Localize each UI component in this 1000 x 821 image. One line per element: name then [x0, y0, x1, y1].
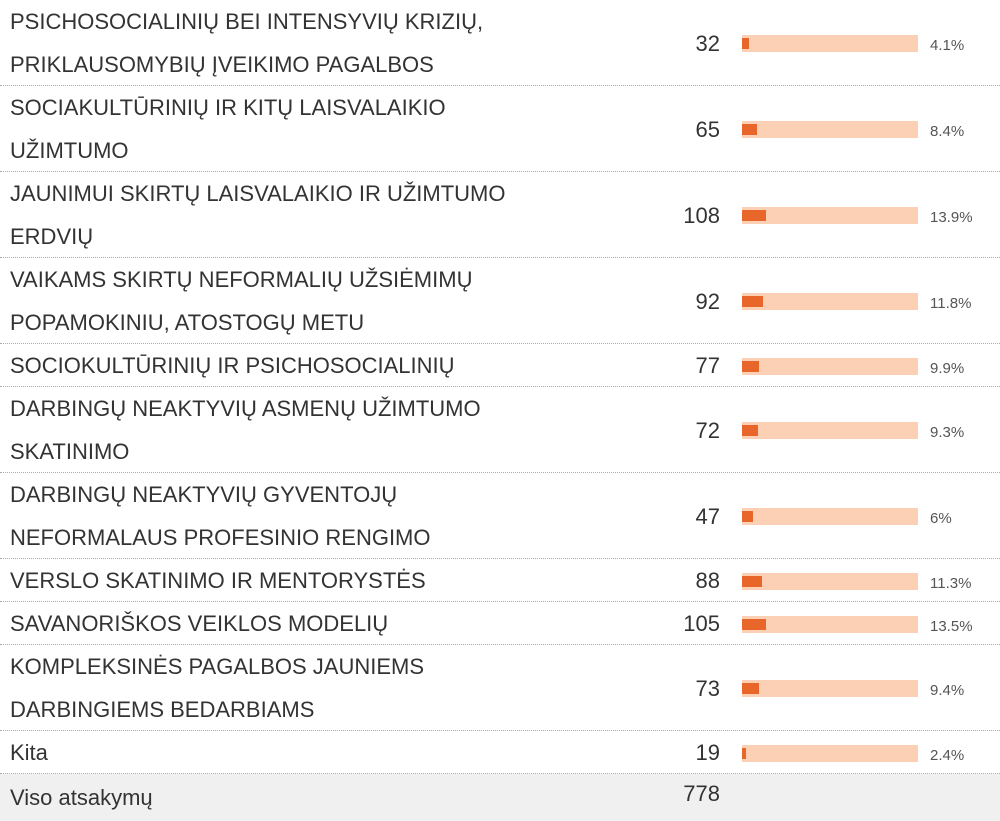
label-line: PSICHOSOCIALINIŲ BEI INTENSYVIŲ KRIZIŲ,: [10, 9, 484, 34]
percent-label: 9.3%: [930, 424, 965, 441]
label-line: UŽIMTUMO: [10, 138, 129, 163]
label-line: ERDVIŲ: [10, 224, 94, 249]
bar: [742, 210, 767, 221]
bar-track: [742, 121, 918, 138]
label-line: DARBINGŲ NEAKTYVIŲ GYVENTOJŲ: [10, 482, 398, 507]
percent-label: 9.9%: [930, 359, 965, 377]
label-line: SAVANORIŠKOS VEIKLOS MODELIŲ: [10, 611, 389, 636]
label-line: PRIKLAUSOMYBIŲ ĮVEIKIMO PAGALBOS: [10, 52, 434, 77]
percent-label: 8.4%: [930, 123, 965, 140]
bar-track: [742, 615, 918, 633]
result-row: KOMPLEKSINĖS PAGALBOS JAUNIEMS DARBINGIEM…: [0, 645, 1000, 731]
label-line: JAUNIMUI SKIRTŲ LAISVALAIKIO IR UŽIMTUMO: [10, 181, 506, 206]
percent-label: 6%: [930, 510, 952, 527]
result-row: VAIKAMS SKIRTŲ NEFORMALIŲ UŽSIĖMIMŲ POPAM…: [0, 258, 1000, 344]
percent-label: 4.1%: [930, 37, 965, 54]
bar: [742, 575, 762, 587]
result-row: VERSLO SKATINIMO IR MENTORYSTĖS 88 11.3%: [0, 559, 1000, 602]
option-label: DARBINGŲ NEAKTYVIŲ ASMENŲ UŽIMTUMO SKATIN…: [10, 387, 481, 473]
answer-count: 88: [695, 568, 720, 593]
bar-track: [742, 35, 918, 52]
bar: [742, 360, 760, 372]
bar-track: [742, 293, 918, 310]
percent-label: 9.4%: [930, 682, 965, 699]
option-label: SAVANORIŠKOS VEIKLOS MODELIŲ: [10, 602, 388, 645]
option-label: JAUNIMUI SKIRTŲ LAISVALAIKIO IR UŽIMTUMO…: [10, 172, 505, 258]
percent-label: 11.8%: [930, 295, 972, 312]
result-row: PSICHOSOCIALINIŲ BEI INTENSYVIŲ KRIZIŲ, P…: [0, 0, 1000, 86]
total-label: Viso atsakymų: [10, 785, 153, 810]
label-line: SKATINIMO: [10, 439, 130, 464]
result-row: DARBINGŲ NEAKTYVIŲ ASMENŲ UŽIMTUMO SKATIN…: [0, 387, 1000, 473]
label-line: SOCIAKULTŪRINIŲ IR KITŲ LAISVALAIKIO: [10, 95, 446, 120]
label-line: SOCIOKULTŪRINIŲ IR PSICHOSOCIALINIŲ: [10, 353, 455, 378]
bar: [742, 618, 766, 630]
percent-label: 11.3%: [930, 574, 972, 592]
bar-track: [742, 508, 918, 525]
answer-count: 73: [695, 675, 720, 701]
option-label: Kita: [10, 731, 48, 774]
label-line: DARBINGIEMS BEDARBIAMS: [10, 697, 315, 722]
bar-track: [742, 572, 918, 590]
option-label: SOCIOKULTŪRINIŲ IR PSICHOSOCIALINIŲ: [10, 344, 455, 387]
bar: [742, 425, 759, 436]
option-label: VERSLO SKATINIMO IR MENTORYSTĖS: [10, 559, 426, 602]
result-row: SOCIAKULTŪRINIŲ IR KITŲ LAISVALAIKIO UŽIM…: [0, 86, 1000, 172]
answer-count: 47: [695, 503, 720, 529]
answer-count: 19: [695, 740, 720, 765]
label-line: DARBINGŲ NEAKTYVIŲ ASMENŲ UŽIMTUMO: [10, 396, 481, 421]
bar-track: [742, 357, 918, 375]
result-row: SOCIOKULTŪRINIŲ IR PSICHOSOCIALINIŲ 77 9.9…: [0, 344, 1000, 387]
option-label: DARBINGŲ NEAKTYVIŲ GYVENTOJŲ NEFORMALAUS …: [10, 473, 431, 559]
bar: [742, 747, 747, 759]
result-row: DARBINGŲ NEAKTYVIŲ GYVENTOJŲ NEFORMALAUS …: [0, 473, 1000, 559]
answer-count: 77: [695, 353, 720, 378]
label-line: POPAMOKINIU, ATOSTOGŲ METU: [10, 310, 365, 335]
bar: [742, 683, 759, 694]
total-row: Viso atsakymų 778: [0, 774, 1000, 821]
answer-count: 108: [683, 202, 720, 228]
bar: [742, 38, 750, 49]
answer-count: 92: [695, 288, 720, 314]
option-label: PSICHOSOCIALINIŲ BEI INTENSYVIŲ KRIZIŲ, P…: [10, 0, 483, 86]
bar-track: [742, 207, 918, 224]
result-row: JAUNIMUI SKIRTŲ LAISVALAIKIO IR UŽIMTUMO…: [0, 172, 1000, 258]
percent-label: 2.4%: [930, 746, 965, 764]
label-line: Kita: [10, 740, 48, 765]
percent-label: 13.5%: [930, 617, 973, 635]
option-label: SOCIAKULTŪRINIŲ IR KITŲ LAISVALAIKIO UŽIM…: [10, 86, 446, 172]
bar: [742, 124, 757, 135]
bar: [742, 296, 763, 307]
result-row: Kita 19 2.4%: [0, 731, 1000, 774]
label-line: NEFORMALAUS PROFESINIO RENGIMO: [10, 525, 431, 550]
bar-track: [742, 744, 918, 762]
answer-count: 72: [695, 417, 720, 443]
answer-count: 65: [695, 116, 720, 142]
result-row: SAVANORIŠKOS VEIKLOS MODELIŲ 105 13.5%: [0, 602, 1000, 645]
bar-track: [742, 680, 918, 697]
label-line: KOMPLEKSINĖS PAGALBOS JAUNIEMS: [10, 654, 425, 679]
label-line: VAIKAMS SKIRTŲ NEFORMALIŲ UŽSIĖMIMŲ: [10, 267, 473, 292]
label-line: VERSLO SKATINIMO IR MENTORYSTĖS: [10, 568, 426, 593]
bar: [742, 511, 753, 522]
option-label: KOMPLEKSINĖS PAGALBOS JAUNIEMS DARBINGIEM…: [10, 645, 424, 731]
percent-label: 13.9%: [930, 209, 973, 226]
bar-track: [742, 422, 918, 439]
option-label: VAIKAMS SKIRTŲ NEFORMALIŲ UŽSIĖMIMŲ POPAM…: [10, 258, 472, 344]
answer-count: 105: [683, 611, 720, 636]
answer-count: 32: [695, 30, 720, 56]
total-count: 778: [683, 781, 720, 806]
